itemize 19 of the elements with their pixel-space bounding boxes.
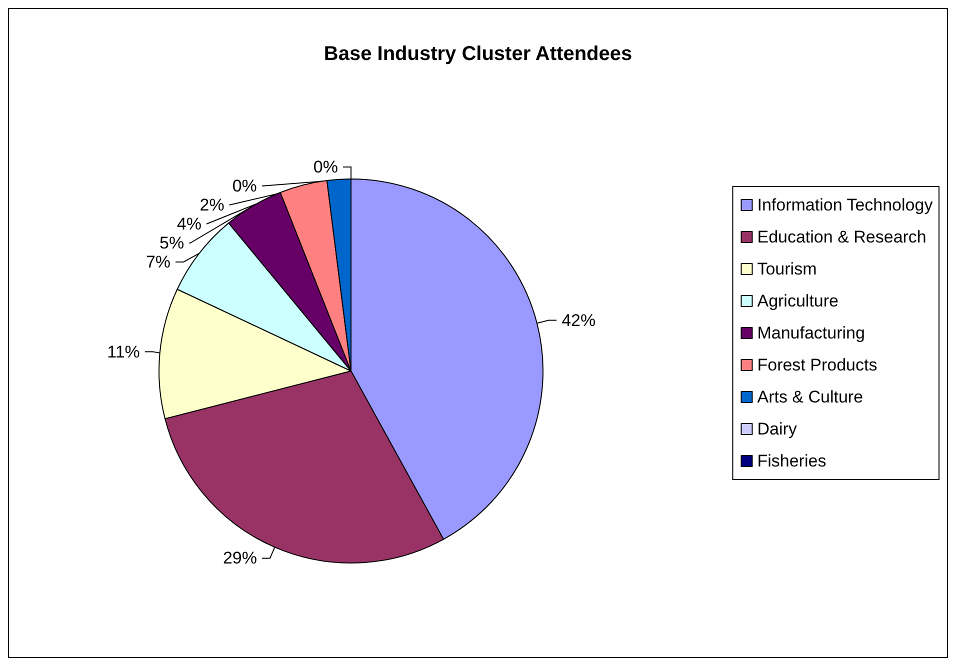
- legend-label: Arts & Culture: [757, 388, 864, 406]
- data-label: 4%: [176, 214, 202, 234]
- legend-label: Forest Products: [757, 356, 878, 374]
- legend-label: Information Technology: [757, 196, 934, 214]
- data-label: 42%: [562, 310, 596, 330]
- text: 0%: [232, 176, 257, 196]
- data-label: 2%: [200, 196, 224, 214]
- legend-label: Education & Research: [757, 228, 926, 246]
- chart-title: Base Industry Cluster Attendees: [324, 43, 632, 65]
- legend-label: Tourism: [757, 260, 817, 278]
- legend-label: Dairy: [757, 420, 798, 438]
- data-label: 5%: [160, 234, 184, 252]
- data-label: 29%: [222, 548, 257, 568]
- data-label: 7%: [146, 252, 171, 272]
- legend-label: Manufacturing: [757, 324, 865, 342]
- data-label: 11%: [107, 342, 140, 362]
- text: 0%: [313, 158, 338, 176]
- legend-label: Agriculture: [757, 292, 838, 310]
- legend-label: Fisheries: [757, 452, 826, 470]
